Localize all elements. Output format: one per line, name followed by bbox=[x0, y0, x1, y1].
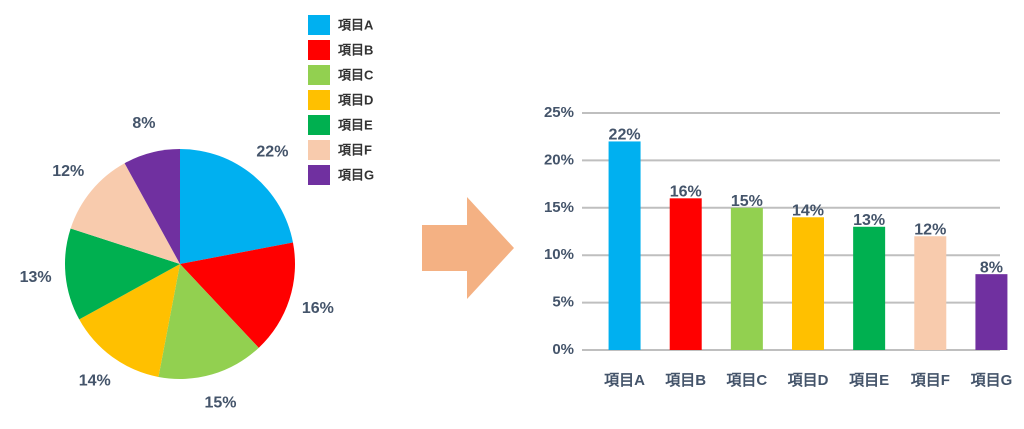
data-label: 13% bbox=[853, 212, 885, 229]
pie-slice bbox=[65, 228, 180, 320]
bar bbox=[914, 236, 947, 350]
data-label: 16% bbox=[670, 184, 702, 201]
data-label: 16% bbox=[302, 300, 334, 317]
y-tick-label: 10% bbox=[544, 246, 574, 263]
legend-label: 項目C bbox=[338, 67, 374, 82]
data-label: 22% bbox=[256, 143, 288, 160]
data-label: 8% bbox=[980, 259, 1003, 276]
x-tick-label: 項目G bbox=[971, 372, 1013, 389]
legend-swatch bbox=[308, 15, 330, 35]
data-label: 15% bbox=[731, 193, 763, 210]
legend-label: 項目A bbox=[338, 17, 374, 32]
y-tick-label: 25% bbox=[544, 104, 574, 121]
pie-slice bbox=[180, 149, 293, 264]
legend-swatch bbox=[308, 140, 330, 160]
data-label: 22% bbox=[609, 127, 641, 144]
bar bbox=[730, 207, 763, 350]
legend-swatch bbox=[308, 90, 330, 110]
y-tick-label: 20% bbox=[544, 151, 574, 168]
pie-slice bbox=[70, 163, 180, 264]
data-label: 12% bbox=[52, 163, 84, 180]
data-label: 13% bbox=[20, 269, 52, 286]
pie-slice bbox=[79, 264, 180, 377]
y-tick-label: 0% bbox=[552, 341, 574, 358]
pie-slice bbox=[124, 149, 180, 264]
bar bbox=[608, 141, 641, 350]
legend-label: 項目E bbox=[338, 117, 373, 132]
pie-slice bbox=[180, 242, 295, 348]
y-tick-label: 5% bbox=[552, 294, 574, 311]
legend-label: 項目D bbox=[338, 92, 373, 107]
x-tick-label: 項目F bbox=[911, 372, 950, 389]
x-tick-label: 項目B bbox=[665, 372, 706, 389]
legend-label: 項目G bbox=[338, 167, 374, 182]
x-tick-label: 項目E bbox=[849, 372, 889, 389]
x-tick-label: 項目A bbox=[604, 372, 645, 389]
bar bbox=[853, 226, 886, 350]
legend-label: 項目B bbox=[338, 42, 373, 57]
legend-swatch bbox=[308, 40, 330, 60]
data-label: 14% bbox=[792, 202, 824, 219]
data-label: 12% bbox=[914, 221, 946, 238]
legend-label: 項目F bbox=[338, 142, 372, 157]
data-label: 8% bbox=[132, 115, 155, 132]
bar bbox=[792, 217, 824, 350]
legend-swatch bbox=[308, 115, 330, 135]
bar bbox=[975, 274, 1008, 350]
x-tick-label: 項目D bbox=[788, 372, 829, 389]
bar bbox=[669, 198, 702, 350]
arrow bbox=[422, 197, 514, 299]
legend-swatch bbox=[308, 65, 330, 85]
data-label: 15% bbox=[204, 394, 236, 411]
data-label: 14% bbox=[79, 373, 111, 390]
y-tick-label: 15% bbox=[544, 199, 574, 216]
legend-swatch bbox=[308, 165, 330, 185]
pie-slice bbox=[158, 264, 259, 379]
x-tick-label: 項目C bbox=[726, 372, 767, 389]
